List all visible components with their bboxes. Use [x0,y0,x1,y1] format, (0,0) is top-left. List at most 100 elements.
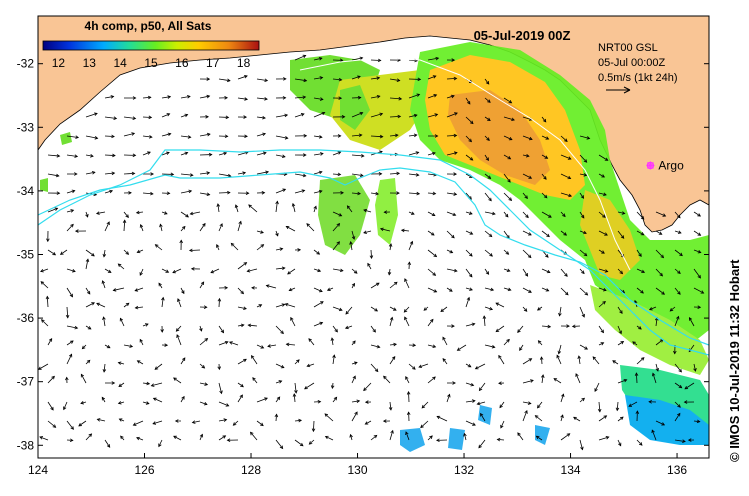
current-arrow-head [324,413,329,417]
lat-tick-label: -35 [17,247,35,261]
lat-tick-label: -37 [17,375,35,389]
current-arrow-head [678,384,683,389]
current-arrow-head [150,383,155,387]
current-arrow [594,382,600,392]
legend-tick-label: 14 [113,56,127,70]
current-arrow-head [164,343,169,347]
current-arrow [427,268,436,276]
current-arrow [40,281,49,289]
current-arrow [503,173,511,183]
current-arrow-head [451,324,455,328]
current-arrow-head [467,100,471,105]
current-arrow [693,230,701,236]
current-arrow [484,154,489,161]
current-arrow-head [536,307,541,311]
current-arrow [139,268,144,276]
current-arrow-head [375,191,380,196]
current-arrow [256,97,268,100]
current-arrow [537,401,543,409]
current-arrow-head [557,350,562,355]
current-arrow-head [545,254,549,258]
current-arrow [465,116,474,124]
current-arrow [541,211,552,218]
current-arrow [351,76,361,80]
current-arrow [275,230,279,236]
current-arrow [251,355,258,365]
current-arrow [180,226,186,232]
current-arrow [140,224,144,232]
current-arrow-head [284,113,289,118]
current-arrow-head [219,223,223,227]
current-arrow-head [148,135,153,139]
current-arrow-head [580,214,585,219]
current-arrow [674,268,681,274]
current-arrow [579,173,587,176]
current-arrow [119,418,125,422]
current-arrow-head [620,235,625,239]
current-arrow-head [206,192,211,197]
current-arrow [218,341,228,346]
current-arrow [118,263,125,270]
scale-arrow-head [623,86,631,94]
current-arrow-head [117,361,122,365]
current-arrow [345,325,353,329]
current-arrow [159,224,163,232]
current-arrow-head [338,77,343,82]
current-arrow-head [184,151,189,156]
current-arrow [503,230,510,239]
current-arrow [235,204,239,213]
current-arrow-head [336,222,341,227]
current-arrow-head [145,401,150,405]
current-arrow-head [338,307,343,312]
current-arrow-head [375,282,380,286]
current-arrow [370,113,383,118]
current-arrow [180,173,193,176]
current-arrow [405,376,410,384]
current-arrow [294,382,297,393]
current-arrow-head [478,444,482,449]
current-arrow [370,282,380,289]
current-arrow [294,96,306,99]
current-arrow [275,188,286,194]
current-arrow [142,382,150,385]
current-arrow [218,173,231,177]
current-arrow-head [298,418,303,423]
current-arrow-head [334,328,338,333]
current-arrow-head [318,56,323,61]
current-arrow-head [50,406,54,411]
current-arrow [503,339,510,346]
current-arrow-head [487,175,492,179]
current-arrow-head [117,401,122,405]
current-arrow-head [696,419,701,424]
current-arrow-head [275,200,279,205]
current-arrow-head [75,135,80,139]
current-arrow-head [95,211,100,215]
current-arrow-head [638,326,642,330]
current-arrow-head [466,296,471,301]
current-arrow [275,267,285,270]
current-arrow [465,173,473,178]
current-arrow-head [249,431,254,436]
current-arrow [427,319,434,327]
current-arrow-head [339,58,344,63]
current-arrow-head [284,303,289,307]
current-arrow [237,382,244,388]
current-arrow-head [110,95,115,99]
current-arrow [199,325,202,332]
current-arrow-head [700,290,705,294]
current-arrow [60,249,68,255]
current-arrow [118,382,125,387]
current-arrow-head [166,151,170,155]
current-arrow-head [525,153,530,158]
current-arrow-head [188,248,193,253]
current-arrow-head [262,115,266,120]
current-arrow [484,173,491,179]
current-arrow-head [319,288,323,293]
current-arrow-head [267,344,271,348]
current-arrow [351,134,362,137]
current-arrow [652,373,657,384]
current-arrow-head [594,388,598,392]
current-arrow-head [154,366,159,370]
current-arrow-head [106,444,111,448]
current-arrow [293,393,296,403]
